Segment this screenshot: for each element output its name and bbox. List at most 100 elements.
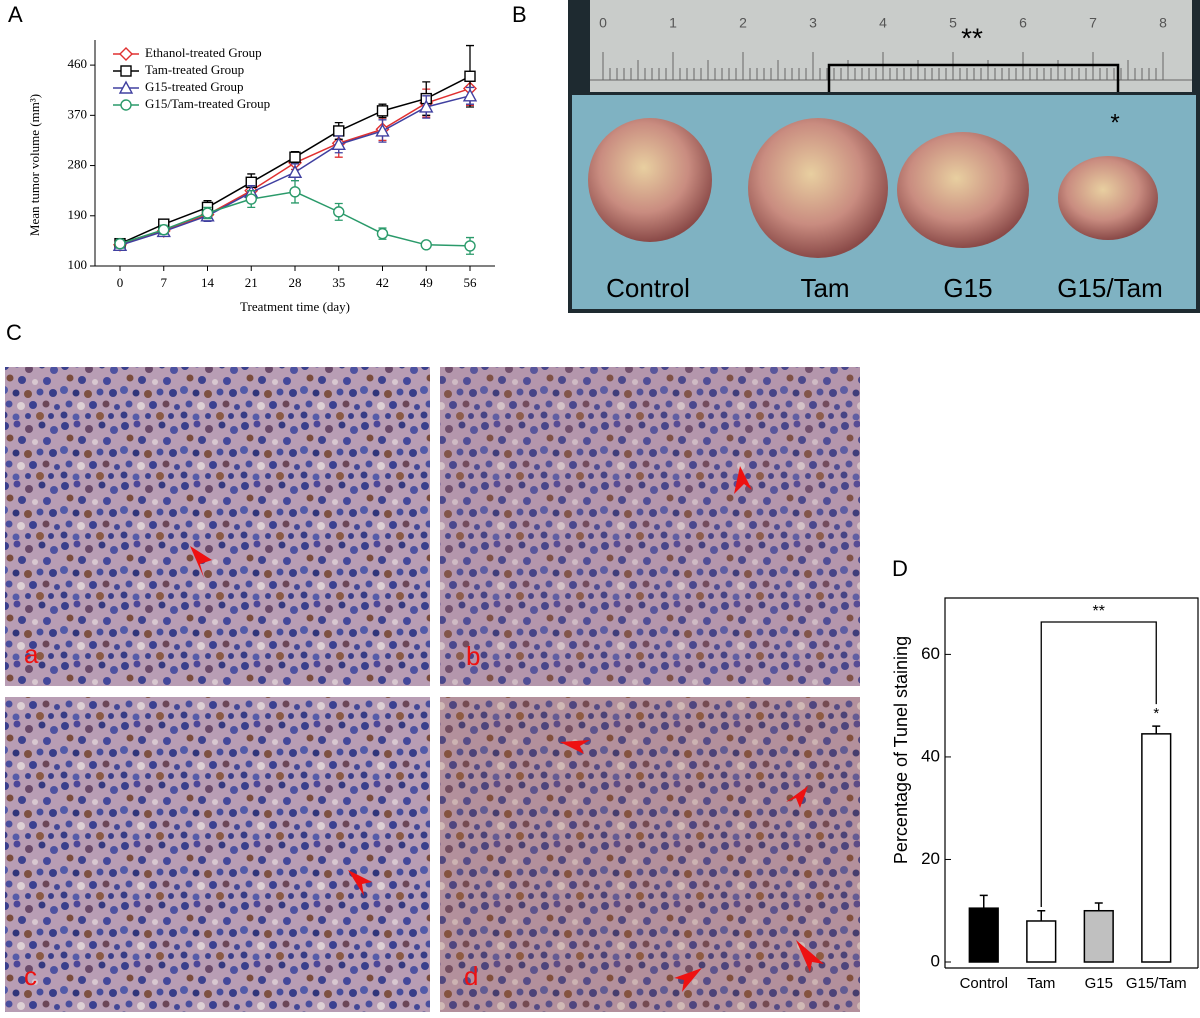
marker: [376, 105, 389, 117]
y-tick-label: 60: [921, 644, 940, 663]
bar: [968, 907, 999, 963]
legend-label: Ethanol-treated Group: [145, 45, 262, 60]
panel-letter: C: [6, 320, 22, 345]
arrowhead: [674, 968, 702, 992]
y-tick-label: 280: [68, 157, 88, 172]
marker: [333, 206, 345, 218]
marker: [375, 123, 390, 137]
y-axis-label: Mean tumor volume (mm³): [27, 94, 42, 236]
x-tick-label: 35: [332, 275, 345, 290]
marker: [420, 239, 432, 251]
x-tick-label: 14: [201, 275, 215, 290]
marker: [289, 186, 301, 198]
y-tick-label: 460: [68, 56, 88, 71]
legend-marker: [120, 99, 132, 111]
significance-bracket: [1040, 621, 1157, 907]
marker: [376, 227, 389, 240]
micrograph: [440, 697, 860, 1012]
tumor-photo: [568, 0, 1200, 313]
bar: [1083, 909, 1114, 963]
marker: [287, 164, 303, 178]
marker: [462, 88, 478, 102]
ruler-label: 5: [949, 15, 957, 31]
tumor-label: G15/Tam: [1057, 273, 1163, 303]
ruler-label: 0: [599, 15, 607, 31]
marker: [419, 99, 434, 113]
marker: [114, 237, 126, 250]
tumor-label: G15: [943, 273, 992, 303]
legend-label: G15-treated Group: [145, 79, 244, 94]
arrowhead: [734, 466, 752, 494]
ruler-label: 8: [1159, 15, 1167, 31]
tumor-label: Control: [606, 273, 690, 303]
panel-letter: B: [512, 2, 527, 27]
ruler-label: 4: [879, 15, 887, 31]
marker: [464, 240, 476, 252]
bar-star: *: [1153, 705, 1159, 722]
ruler-label: 1: [669, 15, 677, 31]
tumor: [748, 118, 888, 258]
ruler-label: 6: [1019, 15, 1027, 31]
bracket-label: **: [961, 22, 983, 53]
x-tick-label: 21: [245, 275, 258, 290]
x-tick-label: 56: [464, 275, 478, 290]
legend-label: G15/Tam-treated Group: [145, 96, 270, 111]
x-axis-label: Treatment time (day): [240, 299, 350, 314]
bar: [1141, 733, 1172, 963]
panel-letter: A: [8, 2, 23, 27]
micrograph-label: b: [466, 641, 480, 671]
legend-marker: [120, 65, 132, 77]
marker: [464, 70, 476, 82]
x-tick-label: 42: [376, 275, 389, 290]
marker: [158, 224, 170, 236]
star-label: *: [1110, 109, 1119, 136]
micrograph: [5, 367, 430, 686]
marker: [331, 136, 346, 151]
marker: [201, 207, 214, 219]
x-tick-label: Tam: [1027, 975, 1055, 992]
micrographs: a b c d: [5, 367, 860, 1012]
bracket-label: **: [1093, 603, 1105, 620]
panel-letter: D: [892, 556, 908, 581]
arrowhead: [560, 740, 590, 754]
micrograph-label: a: [24, 639, 39, 669]
x-tick-label: Control: [960, 975, 1008, 992]
x-tick-label: G15/Tam: [1126, 975, 1187, 992]
x-tick-label: 28: [289, 275, 302, 290]
ruler-label: 7: [1089, 15, 1097, 31]
y-axis-label: Percentage of Tunel staining: [891, 636, 911, 864]
legend-marker: [118, 80, 134, 94]
micrograph-label: c: [24, 961, 37, 991]
micrograph: [440, 367, 860, 686]
y-tick-label: 370: [68, 106, 88, 121]
marker: [289, 151, 301, 163]
ruler: [590, 0, 1192, 92]
tumor: [897, 132, 1029, 248]
x-tick-label: 49: [420, 275, 433, 290]
ruler-ticks: [590, 52, 1192, 81]
arrowhead: [348, 870, 372, 896]
tumor: [1058, 156, 1158, 240]
x-tick-label: 0: [117, 275, 124, 290]
bracket: [827, 63, 1120, 92]
tint: [440, 697, 860, 1012]
arrowhead: [786, 786, 808, 808]
plot-frame: [944, 597, 1199, 968]
arrowheads: [190, 466, 824, 992]
micrograph: [5, 697, 430, 1012]
marker: [245, 193, 257, 205]
y-tick-label: 20: [921, 849, 940, 868]
y-tick-label: 190: [68, 207, 88, 222]
x-tick-label: G15: [1085, 975, 1113, 992]
x-tick-label: 7: [161, 275, 168, 290]
bar: [1026, 920, 1057, 963]
micrograph-label: d: [464, 961, 478, 991]
legend-marker: [119, 47, 133, 61]
tumor-label: Tam: [800, 273, 849, 303]
y-tick-label: 0: [931, 951, 940, 970]
ruler-label: 3: [809, 15, 817, 31]
y-tick-label: 40: [921, 746, 940, 765]
legend-label: Tam-treated Group: [145, 62, 244, 77]
arrowhead: [796, 940, 824, 972]
